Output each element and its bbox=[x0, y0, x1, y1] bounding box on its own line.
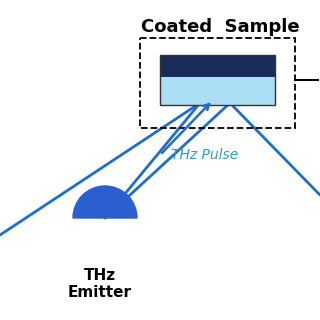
Bar bbox=[160, 55, 275, 105]
Bar bbox=[160, 77, 275, 105]
Wedge shape bbox=[73, 186, 137, 218]
Text: Coated  Sample: Coated Sample bbox=[141, 18, 299, 36]
Text: THz
Emitter: THz Emitter bbox=[68, 268, 132, 300]
Bar bbox=[160, 55, 275, 77]
Text: THz Pulse: THz Pulse bbox=[172, 148, 239, 162]
Bar bbox=[140, 38, 295, 128]
